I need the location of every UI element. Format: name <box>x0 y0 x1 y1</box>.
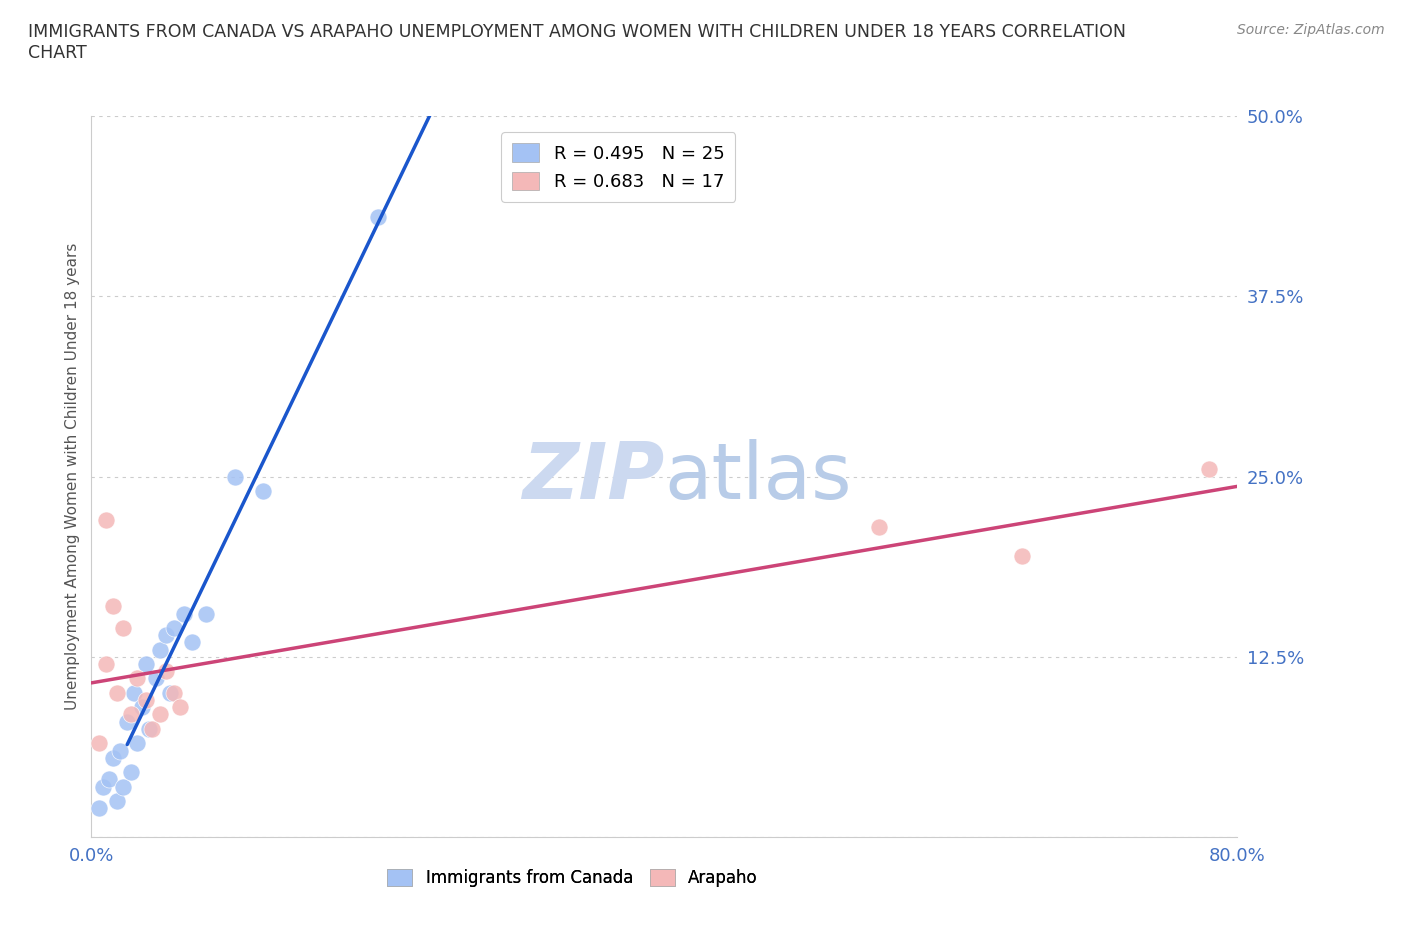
Point <box>94 512 117 527</box>
Point <box>87 736 110 751</box>
Point <box>155 664 177 679</box>
Point <box>180 635 202 650</box>
Point <box>1011 549 1033 564</box>
Y-axis label: Unemployment Among Women with Children Under 18 years: Unemployment Among Women with Children U… <box>65 243 80 711</box>
Point <box>135 657 157 671</box>
Point <box>173 606 195 621</box>
Point <box>131 700 153 715</box>
Point <box>87 801 110 816</box>
Point <box>1198 462 1220 477</box>
Point <box>135 693 157 708</box>
Legend: Immigrants from Canada, Arapaho: Immigrants from Canada, Arapaho <box>381 862 765 894</box>
Text: atlas: atlas <box>664 439 852 514</box>
Point <box>105 685 128 700</box>
Point <box>367 210 389 225</box>
Point <box>163 685 186 700</box>
Text: ZIP: ZIP <box>522 439 664 514</box>
Point <box>868 520 890 535</box>
Point <box>163 620 186 635</box>
Point <box>224 469 246 484</box>
Point <box>124 685 146 700</box>
Point <box>105 793 128 808</box>
Point <box>97 772 120 787</box>
Point <box>121 707 143 722</box>
Point <box>108 743 131 758</box>
Point <box>115 714 138 729</box>
Point <box>159 685 181 700</box>
Text: IMMIGRANTS FROM CANADA VS ARAPAHO UNEMPLOYMENT AMONG WOMEN WITH CHILDREN UNDER 1: IMMIGRANTS FROM CANADA VS ARAPAHO UNEMPL… <box>28 23 1126 62</box>
Point <box>91 779 114 794</box>
Point <box>169 700 191 715</box>
Point <box>194 606 217 621</box>
Point <box>94 657 117 671</box>
Point <box>138 722 160 737</box>
Point <box>155 628 177 643</box>
Point <box>141 722 163 737</box>
Point <box>145 671 167 686</box>
Point <box>111 620 134 635</box>
Text: Source: ZipAtlas.com: Source: ZipAtlas.com <box>1237 23 1385 37</box>
Point <box>111 779 134 794</box>
Point <box>121 764 143 779</box>
Point <box>101 751 124 765</box>
Point <box>149 707 172 722</box>
Point <box>127 671 149 686</box>
Point <box>149 642 172 657</box>
Point <box>252 484 274 498</box>
Point <box>127 736 149 751</box>
Point <box>101 599 124 614</box>
